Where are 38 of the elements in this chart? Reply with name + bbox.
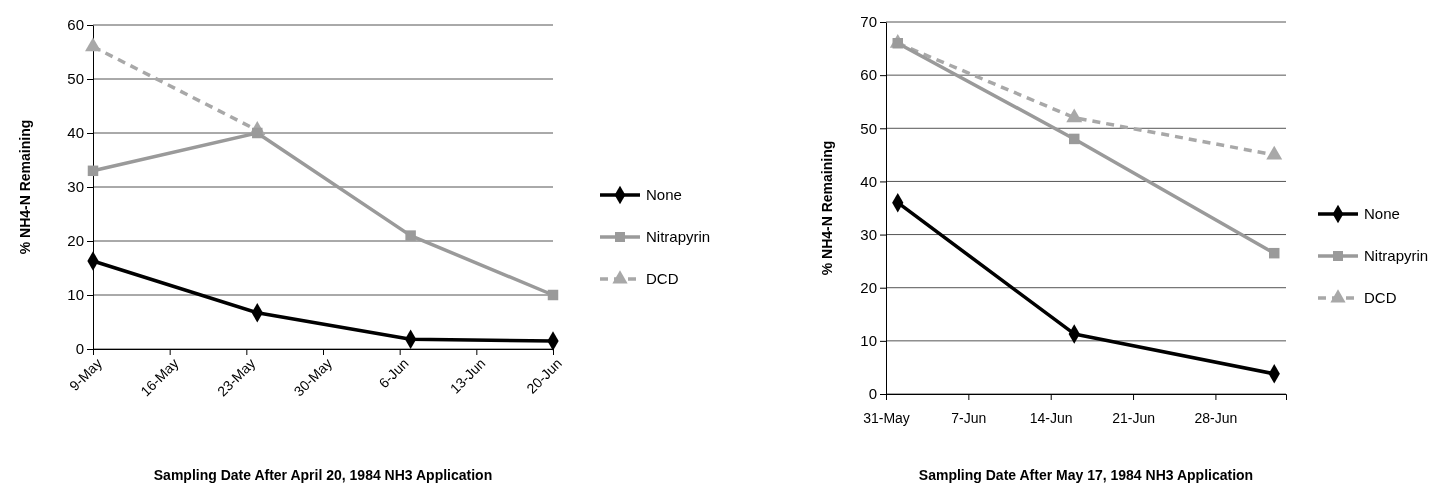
y-tick-label: 60 [860,66,877,84]
y-tick-label: 0 [868,385,877,403]
point [1268,247,1280,259]
point [87,165,99,177]
legend-label: None [646,186,682,203]
y-tick-label: 40 [860,172,877,190]
point [405,230,416,241]
point [547,289,559,301]
point [892,38,904,49]
point [1068,133,1080,145]
y-tick-label: 10 [860,332,877,350]
y-axis-title: % NH4-N Remaining [819,140,835,276]
y-tick-label: 60 [67,16,84,34]
legend-label: Nitrapyrin [646,228,711,245]
point [1266,145,1283,160]
x-tick-label: 14-Jun [1029,409,1073,426]
legend-label: DCD [1364,289,1397,306]
y-tick-label: 50 [860,119,877,137]
legend-label: None [1364,205,1400,222]
legend-label: Nitrapyrin [1364,247,1429,264]
y-tick-label: 40 [67,124,84,142]
y-tick-label: 0 [75,340,84,358]
x-tick-label: 28-Jun [1194,409,1238,426]
x-tick-label: 7-Jun [951,409,987,426]
y-tick-label: 70 [860,13,877,31]
y-tick-label: 30 [860,225,877,243]
point [1066,108,1083,123]
y-axis-title: % NH4-N Remaining [17,119,33,255]
x-axis-title: Sampling Date After May 17, 1984 NH3 Application [918,467,1254,483]
y-tick-label: 20 [67,232,84,250]
y-tick-label: 30 [67,178,84,196]
y-tick-label: 50 [67,70,84,88]
legend-label: DCD [646,270,679,287]
y-tick-label: 20 [860,279,877,297]
y-tick-label: 10 [67,286,84,304]
x-tick-label: 31-May [863,409,910,426]
x-tick-label: 21-Jun [1112,409,1155,426]
x-axis-title: Sampling Date After April 20, 1984 NH3 Application [153,467,493,483]
